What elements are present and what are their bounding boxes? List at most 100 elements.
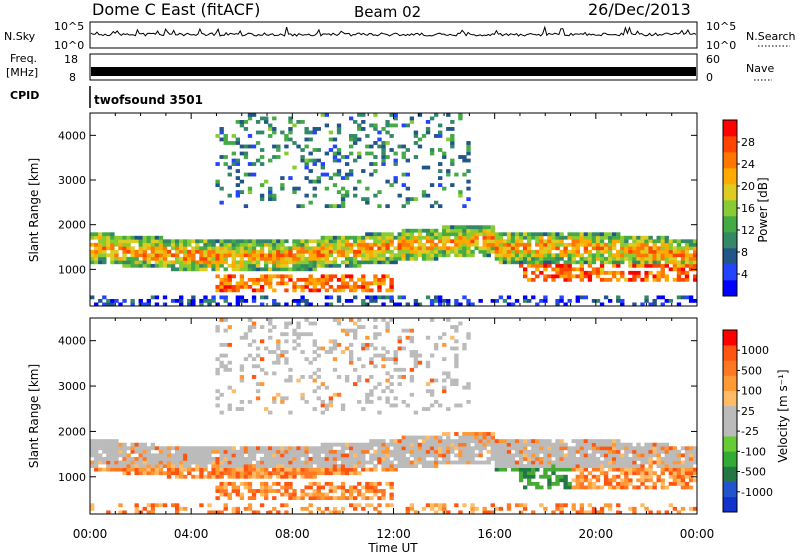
heatmap-cell: [259, 197, 265, 202]
heatmap-cell: [340, 328, 346, 333]
heatmap-cell: [506, 246, 512, 251]
heatmap-cell: [102, 460, 107, 465]
heatmap-cell: [288, 256, 293, 261]
heatmap-cell: [490, 449, 495, 454]
heatmap-cell: [239, 190, 245, 195]
heatmap-cell: [587, 263, 593, 268]
heatmap-cell: [409, 235, 415, 240]
heatmap-cell: [381, 453, 386, 458]
heatmap-cell: [616, 439, 621, 444]
heatmap-cell: [272, 256, 277, 261]
heatmap-cell: [328, 253, 334, 258]
heatmap-cell: [563, 235, 568, 240]
heatmap-cell: [381, 357, 386, 362]
heatmap-cell: [316, 260, 321, 265]
heatmap-cell: [506, 456, 512, 461]
heatmap-cell: [607, 246, 613, 251]
heatmap-cell: [413, 246, 419, 251]
heatmap-cell: [312, 449, 317, 454]
nave-label: Nave: [746, 62, 774, 75]
colorbar-tick-label: 28: [741, 136, 755, 149]
heatmap-cell: [616, 277, 621, 282]
heatmap-cell: [361, 242, 366, 247]
heatmap-cell: [632, 260, 637, 265]
heatmap-cell: [361, 235, 366, 240]
heatmap-cell: [170, 260, 176, 265]
heatmap-cell: [482, 249, 487, 254]
heatmap-cell: [304, 302, 309, 307]
heatmap-cell: [268, 474, 273, 479]
heatmap-cell: [442, 371, 447, 376]
heatmap-cell: [454, 432, 459, 436]
heatmap-cell: [425, 442, 431, 447]
heatmap-cell: [531, 277, 536, 282]
heatmap-cell: [389, 260, 394, 265]
heatmap-cell: [636, 239, 641, 244]
heatmap-cell: [191, 298, 196, 303]
heatmap-cell: [199, 453, 204, 458]
heatmap-cell: [251, 364, 257, 369]
heatmap-cell: [688, 485, 694, 490]
heatmap-cell: [466, 382, 471, 387]
heatmap-cell: [336, 277, 342, 282]
heatmap-cell: [365, 232, 370, 237]
heatmap-cell: [385, 274, 390, 279]
heatmap-cell: [668, 471, 674, 476]
heatmap-cell: [280, 242, 285, 247]
heatmap-cell: [300, 155, 305, 159]
heatmap-cell: [239, 471, 245, 476]
heatmap-cell: [276, 471, 281, 476]
heatmap-cell: [527, 239, 532, 244]
heatmap-cell: [381, 295, 386, 300]
heatmap-cell: [490, 432, 495, 436]
heatmap-cell: [348, 357, 354, 362]
heatmap-cell: [389, 503, 394, 508]
heatmap-cell: [320, 256, 326, 261]
heatmap-cell: [599, 270, 605, 275]
heatmap-cell: [235, 239, 241, 244]
heatmap-cell: [458, 321, 463, 326]
heatmap-cell: [462, 228, 467, 233]
heatmap-cell: [300, 267, 305, 272]
heatmap-cell: [211, 242, 216, 247]
heatmap-cell: [336, 449, 342, 454]
heatmap-cell: [365, 481, 370, 486]
heatmap-cell: [575, 456, 580, 461]
heatmap-cell: [138, 239, 143, 244]
heatmap-cell: [664, 239, 669, 244]
heatmap-cell: [624, 474, 629, 479]
heatmap-cell: [660, 446, 665, 451]
heatmap-cell: [130, 464, 135, 468]
heatmap-cell: [268, 328, 273, 333]
heatmap-cell: [389, 183, 394, 187]
heatmap-cell: [312, 446, 317, 451]
heatmap-cell: [215, 134, 220, 138]
heatmap-cell: [482, 239, 487, 244]
heatmap-cell: [336, 263, 342, 268]
heatmap-cell: [203, 464, 208, 468]
heatmap-cell: [191, 256, 196, 261]
heatmap-cell: [162, 464, 168, 468]
heatmap-cell: [336, 442, 342, 447]
heatmap-cell: [336, 342, 342, 347]
heatmap-cell: [385, 242, 390, 247]
heatmap-cell: [640, 481, 645, 486]
heatmap-cell: [251, 321, 257, 326]
heatmap-cell: [126, 471, 131, 476]
heatmap-cell: [179, 256, 184, 261]
heatmap-cell: [211, 449, 216, 454]
heatmap-cell: [599, 235, 605, 240]
nsky-tick-bottom: 10^0: [54, 39, 84, 52]
heatmap-cell: [264, 253, 269, 258]
heatmap-cell: [344, 460, 350, 465]
heatmap-cell: [547, 467, 552, 472]
heatmap-cell: [616, 442, 621, 447]
heatmap-cell: [425, 120, 431, 124]
heatmap-cell: [514, 260, 520, 265]
heatmap-cell: [187, 464, 192, 468]
heatmap-cell: [187, 467, 192, 472]
heatmap-cell: [195, 239, 200, 244]
heatmap-cell: [296, 460, 301, 465]
heatmap-cell: [656, 277, 661, 282]
heatmap-cell: [280, 130, 285, 135]
